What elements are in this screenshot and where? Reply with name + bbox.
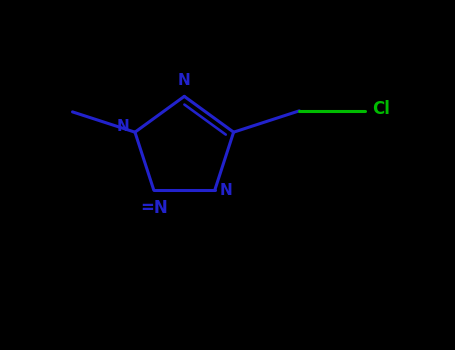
Text: N: N [117,119,130,134]
Text: N: N [220,183,233,198]
Text: Cl: Cl [372,100,390,118]
Text: =N: =N [140,199,168,217]
Text: N: N [178,73,191,88]
